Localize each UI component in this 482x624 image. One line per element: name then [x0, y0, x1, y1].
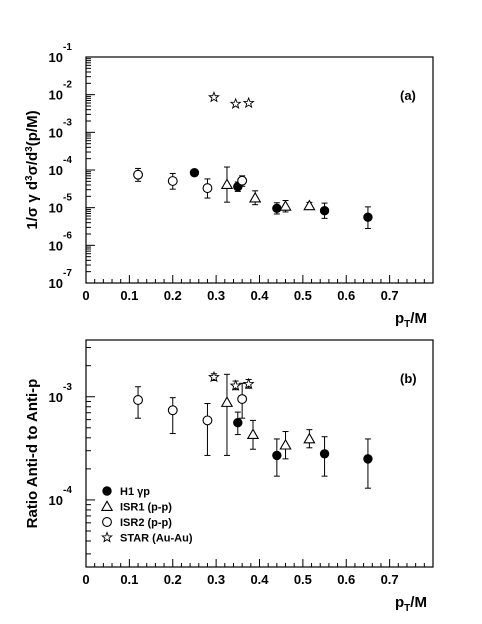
- y-tick-exponent: -1: [63, 42, 72, 53]
- y-tick-label: 10: [49, 125, 63, 140]
- panel-label: (a): [400, 88, 416, 103]
- x-tick-label: 0.5: [294, 572, 312, 587]
- x-tick-label: 0.7: [381, 288, 399, 303]
- data-point-open-circle: [202, 415, 213, 426]
- y-tick-label: 10: [49, 50, 63, 65]
- legend-marker-open-triangle: [100, 500, 114, 511]
- data-point-open-circle: [237, 175, 248, 186]
- data-point-open-circle: [133, 395, 144, 405]
- y-tick-exponent: -3: [63, 382, 72, 393]
- data-point-open-circle: [202, 183, 213, 194]
- y-tick-label: 10: [49, 276, 63, 291]
- data-point-open-triangle: [246, 428, 260, 440]
- data-point-open-star: [229, 379, 242, 391]
- x-tick-label: 0.1: [120, 288, 138, 303]
- data-point-open-star: [229, 97, 242, 109]
- x-axis-label: pT/M: [395, 310, 427, 330]
- data-point-filled-circle: [272, 203, 282, 214]
- data-point-open-star: [242, 96, 255, 109]
- data-point-open-triangle: [303, 199, 316, 211]
- data-point-filled-circle: [363, 212, 373, 222]
- data-point-open-triangle: [249, 191, 262, 203]
- data-point-open-triangle: [220, 396, 234, 407]
- y-tick-label: 10: [49, 390, 63, 405]
- data-point-open-triangle: [220, 178, 234, 190]
- y-axis-label: 1/σ γ d3σ/d3(p/M): [24, 110, 41, 229]
- x-tick-label: 0.3: [207, 572, 225, 587]
- x-tick-label: 0.5: [294, 288, 312, 303]
- data-point-open-star: [242, 377, 255, 390]
- y-axis-label: Ratio Anti-d to Anti-p: [24, 379, 41, 529]
- data-point-open-star: [207, 91, 220, 103]
- x-tick-label: 0.7: [381, 572, 399, 587]
- x-tick-label: 0.2: [164, 288, 182, 303]
- y-tick-label: 10: [49, 493, 63, 508]
- legend-marker-filled-circle: [102, 486, 112, 496]
- data-point-filled-circle: [272, 450, 282, 461]
- data-point-open-circle: [167, 405, 178, 416]
- y-tick-exponent: -7: [63, 268, 72, 279]
- x-tick-label: 0.6: [337, 572, 355, 587]
- data-point-filled-circle: [319, 206, 330, 216]
- x-tick-label: 0.3: [207, 288, 225, 303]
- y-tick-label: 10: [49, 88, 63, 103]
- x-tick-label: 0.6: [337, 288, 355, 303]
- panel-label: (b): [400, 371, 417, 386]
- legend-marker-open-circle: [102, 517, 112, 527]
- y-tick-exponent: -2: [63, 80, 72, 91]
- data-point-open-circle: [237, 394, 248, 404]
- x-tick-label: 0.1: [120, 572, 138, 587]
- data-point-filled-circle: [189, 167, 200, 178]
- data-point-open-circle: [133, 169, 144, 180]
- data-point-open-triangle: [303, 432, 316, 444]
- y-tick-exponent: -3: [63, 117, 72, 128]
- x-tick-label: 0: [82, 288, 89, 303]
- legend-label: ISR2 (p-p): [120, 517, 172, 529]
- x-tick-label: 0: [82, 572, 89, 587]
- x-tick-label: 0.4: [250, 572, 269, 587]
- data-point-filled-circle: [319, 449, 330, 459]
- legend-marker-open-star: [101, 531, 113, 543]
- data-point-open-star: [207, 370, 220, 383]
- data-point-filled-circle: [233, 418, 243, 428]
- data-point-open-triangle: [279, 199, 292, 211]
- data-point-open-triangle: [279, 438, 292, 450]
- x-axis-label: pT/M: [395, 594, 427, 614]
- data-point-open-circle: [167, 176, 178, 186]
- legend-label: ISR1 (p-p): [120, 502, 172, 514]
- y-tick-exponent: -4: [63, 155, 72, 166]
- y-tick-exponent: -6: [63, 230, 72, 241]
- x-tick-label: 0.4: [250, 288, 269, 303]
- y-tick-label: 10: [49, 201, 63, 216]
- y-tick-label: 10: [49, 238, 63, 253]
- y-tick-exponent: -5: [63, 193, 72, 204]
- x-tick-label: 0.2: [164, 572, 182, 587]
- data-point-filled-circle: [363, 454, 373, 464]
- y-tick-label: 10: [49, 163, 63, 178]
- legend-label: H1 γp: [120, 486, 150, 498]
- legend-label: STAR (Au-Au): [120, 533, 193, 545]
- y-tick-exponent: -4: [63, 485, 72, 496]
